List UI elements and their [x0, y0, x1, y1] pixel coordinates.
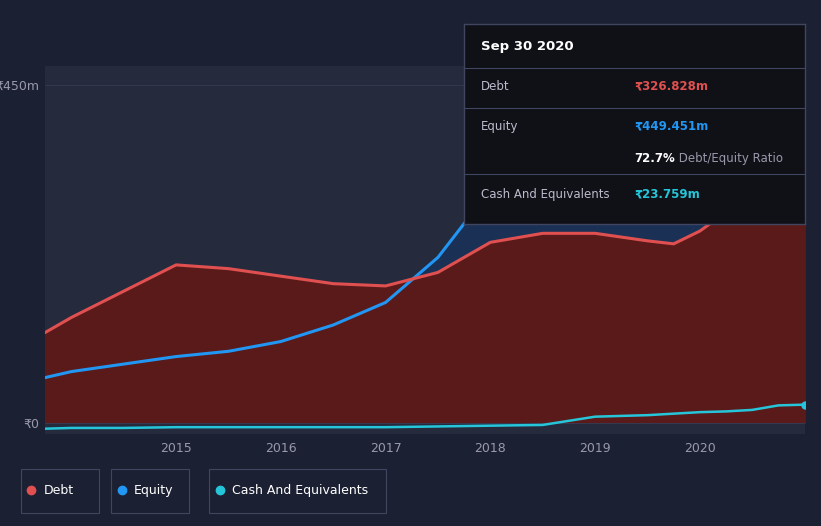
Text: ₹449.451m: ₹449.451m [635, 119, 709, 133]
Text: Equity: Equity [481, 119, 518, 133]
Text: Cash And Equivalents: Cash And Equivalents [481, 188, 609, 200]
Text: Debt/Equity Ratio: Debt/Equity Ratio [675, 151, 783, 165]
Text: ₹23.759m: ₹23.759m [635, 188, 700, 200]
Text: Sep 30 2020: Sep 30 2020 [481, 39, 574, 53]
Text: Debt: Debt [44, 484, 74, 497]
Text: Debt: Debt [481, 79, 510, 93]
Text: 72.7%: 72.7% [635, 151, 675, 165]
Text: ₹326.828m: ₹326.828m [635, 79, 709, 93]
Text: Cash And Equivalents: Cash And Equivalents [232, 484, 369, 497]
Text: Equity: Equity [134, 484, 173, 497]
